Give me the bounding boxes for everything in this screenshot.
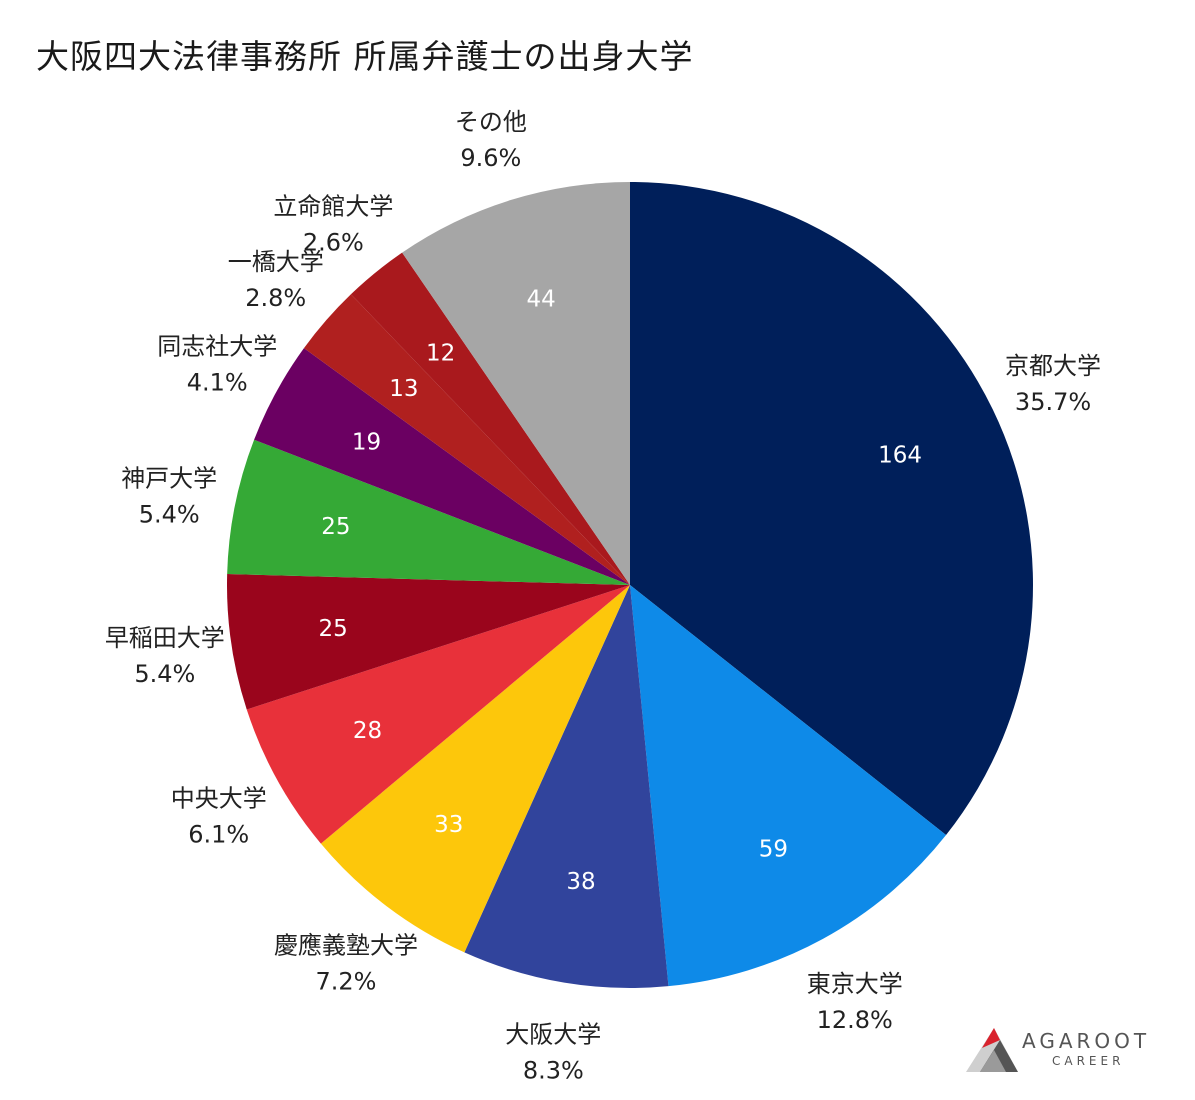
slice-label-percent: 4.1%	[187, 368, 248, 396]
slice-label-name: 同志社大学	[157, 332, 277, 360]
slice-labels: 京都大学 35.7% 東京大学 12.8% 大阪大学 8.3% 慶應義塾大学 7.2% 中央大学…	[105, 108, 1101, 1085]
slice-label-5: 中央大学 6.1%	[171, 785, 267, 849]
slice-label-name: 立命館大学	[273, 192, 393, 220]
slice-value-2: 59	[759, 836, 788, 862]
pie-slice-7	[227, 439, 630, 585]
slice-label-percent: 12.8%	[817, 1006, 893, 1034]
slice-label-name: 中央大学	[171, 785, 267, 813]
slice-label-percent: 2.6%	[303, 228, 364, 256]
slice-value-9: 13	[389, 376, 418, 402]
slice-value-11: 44	[527, 286, 556, 312]
pie-slice-8	[254, 348, 630, 585]
slice-label-percent: 2.8%	[245, 284, 306, 312]
slice-label-9: 一橋大学 2.8%	[228, 248, 324, 312]
pie-slice-9	[303, 294, 630, 585]
agaroot-career-logo: AGAROOT CAREER	[966, 1026, 1166, 1076]
slice-label-name: 慶應義塾大学	[274, 931, 418, 959]
pie-slice-3	[464, 585, 669, 988]
slice-label-2: 東京大学 12.8%	[807, 970, 903, 1034]
slice-label-percent: 5.4%	[134, 660, 195, 688]
slice-label-percent: 35.7%	[1015, 388, 1091, 416]
chart-title: 大阪四大法律事務所 所属弁護士の出身大学	[36, 37, 694, 76]
pie-slice-2	[630, 585, 947, 987]
slice-value-10: 12	[426, 340, 455, 366]
slice-label-name: 京都大学	[1005, 352, 1101, 380]
slice-label-3: 大阪大学 8.3%	[505, 1021, 601, 1085]
slice-label-4: 慶應義塾大学 7.2%	[274, 931, 418, 995]
slice-label-name: 早稲田大学	[105, 624, 225, 652]
pie-slice-5	[246, 585, 630, 844]
agaroot-logo-mark-icon	[966, 1028, 1018, 1072]
slice-label-percent: 9.6%	[460, 144, 521, 172]
slice-value-4: 33	[434, 812, 463, 838]
slice-label-1: 京都大学 35.7%	[1005, 352, 1101, 416]
pie-slice-1	[630, 182, 1033, 836]
slice-value-7: 25	[321, 514, 350, 540]
logo-text-main: AGAROOT	[1022, 1029, 1151, 1053]
slice-label-percent: 8.3%	[523, 1057, 584, 1085]
pie-slice-10	[350, 252, 630, 585]
slice-label-11: その他 9.6%	[455, 108, 527, 172]
slice-label-name: 大阪大学	[505, 1021, 601, 1049]
pie-slice-6	[226, 573, 630, 710]
slice-value-3: 38	[566, 869, 595, 895]
slice-values: 164 59 38 33 28 25 25 19 13 12 44	[318, 286, 922, 895]
slice-label-6: 早稲田大学 5.4%	[105, 624, 225, 688]
pie-slice-4	[320, 585, 630, 953]
slice-value-5: 28	[353, 718, 382, 744]
slice-label-name: その他	[455, 108, 527, 136]
slice-value-1: 164	[878, 442, 922, 468]
slice-label-7: 神戸大学 5.4%	[121, 465, 217, 529]
slice-label-name: 神戸大学	[121, 465, 217, 493]
slice-label-name: 一橋大学	[228, 248, 324, 276]
slice-label-percent: 5.4%	[139, 501, 200, 529]
slice-label-percent: 6.1%	[188, 821, 249, 849]
slice-label-10: 立命館大学 2.6%	[273, 192, 393, 256]
slice-label-percent: 7.2%	[316, 967, 377, 995]
slice-value-8: 19	[352, 430, 381, 456]
logo-text-sub: CAREER	[1052, 1054, 1125, 1068]
pie-slice-11	[402, 182, 630, 585]
slice-label-8: 同志社大学 4.1%	[157, 332, 277, 396]
slice-value-6: 25	[318, 616, 347, 642]
pie-slices	[226, 182, 1033, 988]
slice-label-name: 東京大学	[807, 970, 903, 998]
